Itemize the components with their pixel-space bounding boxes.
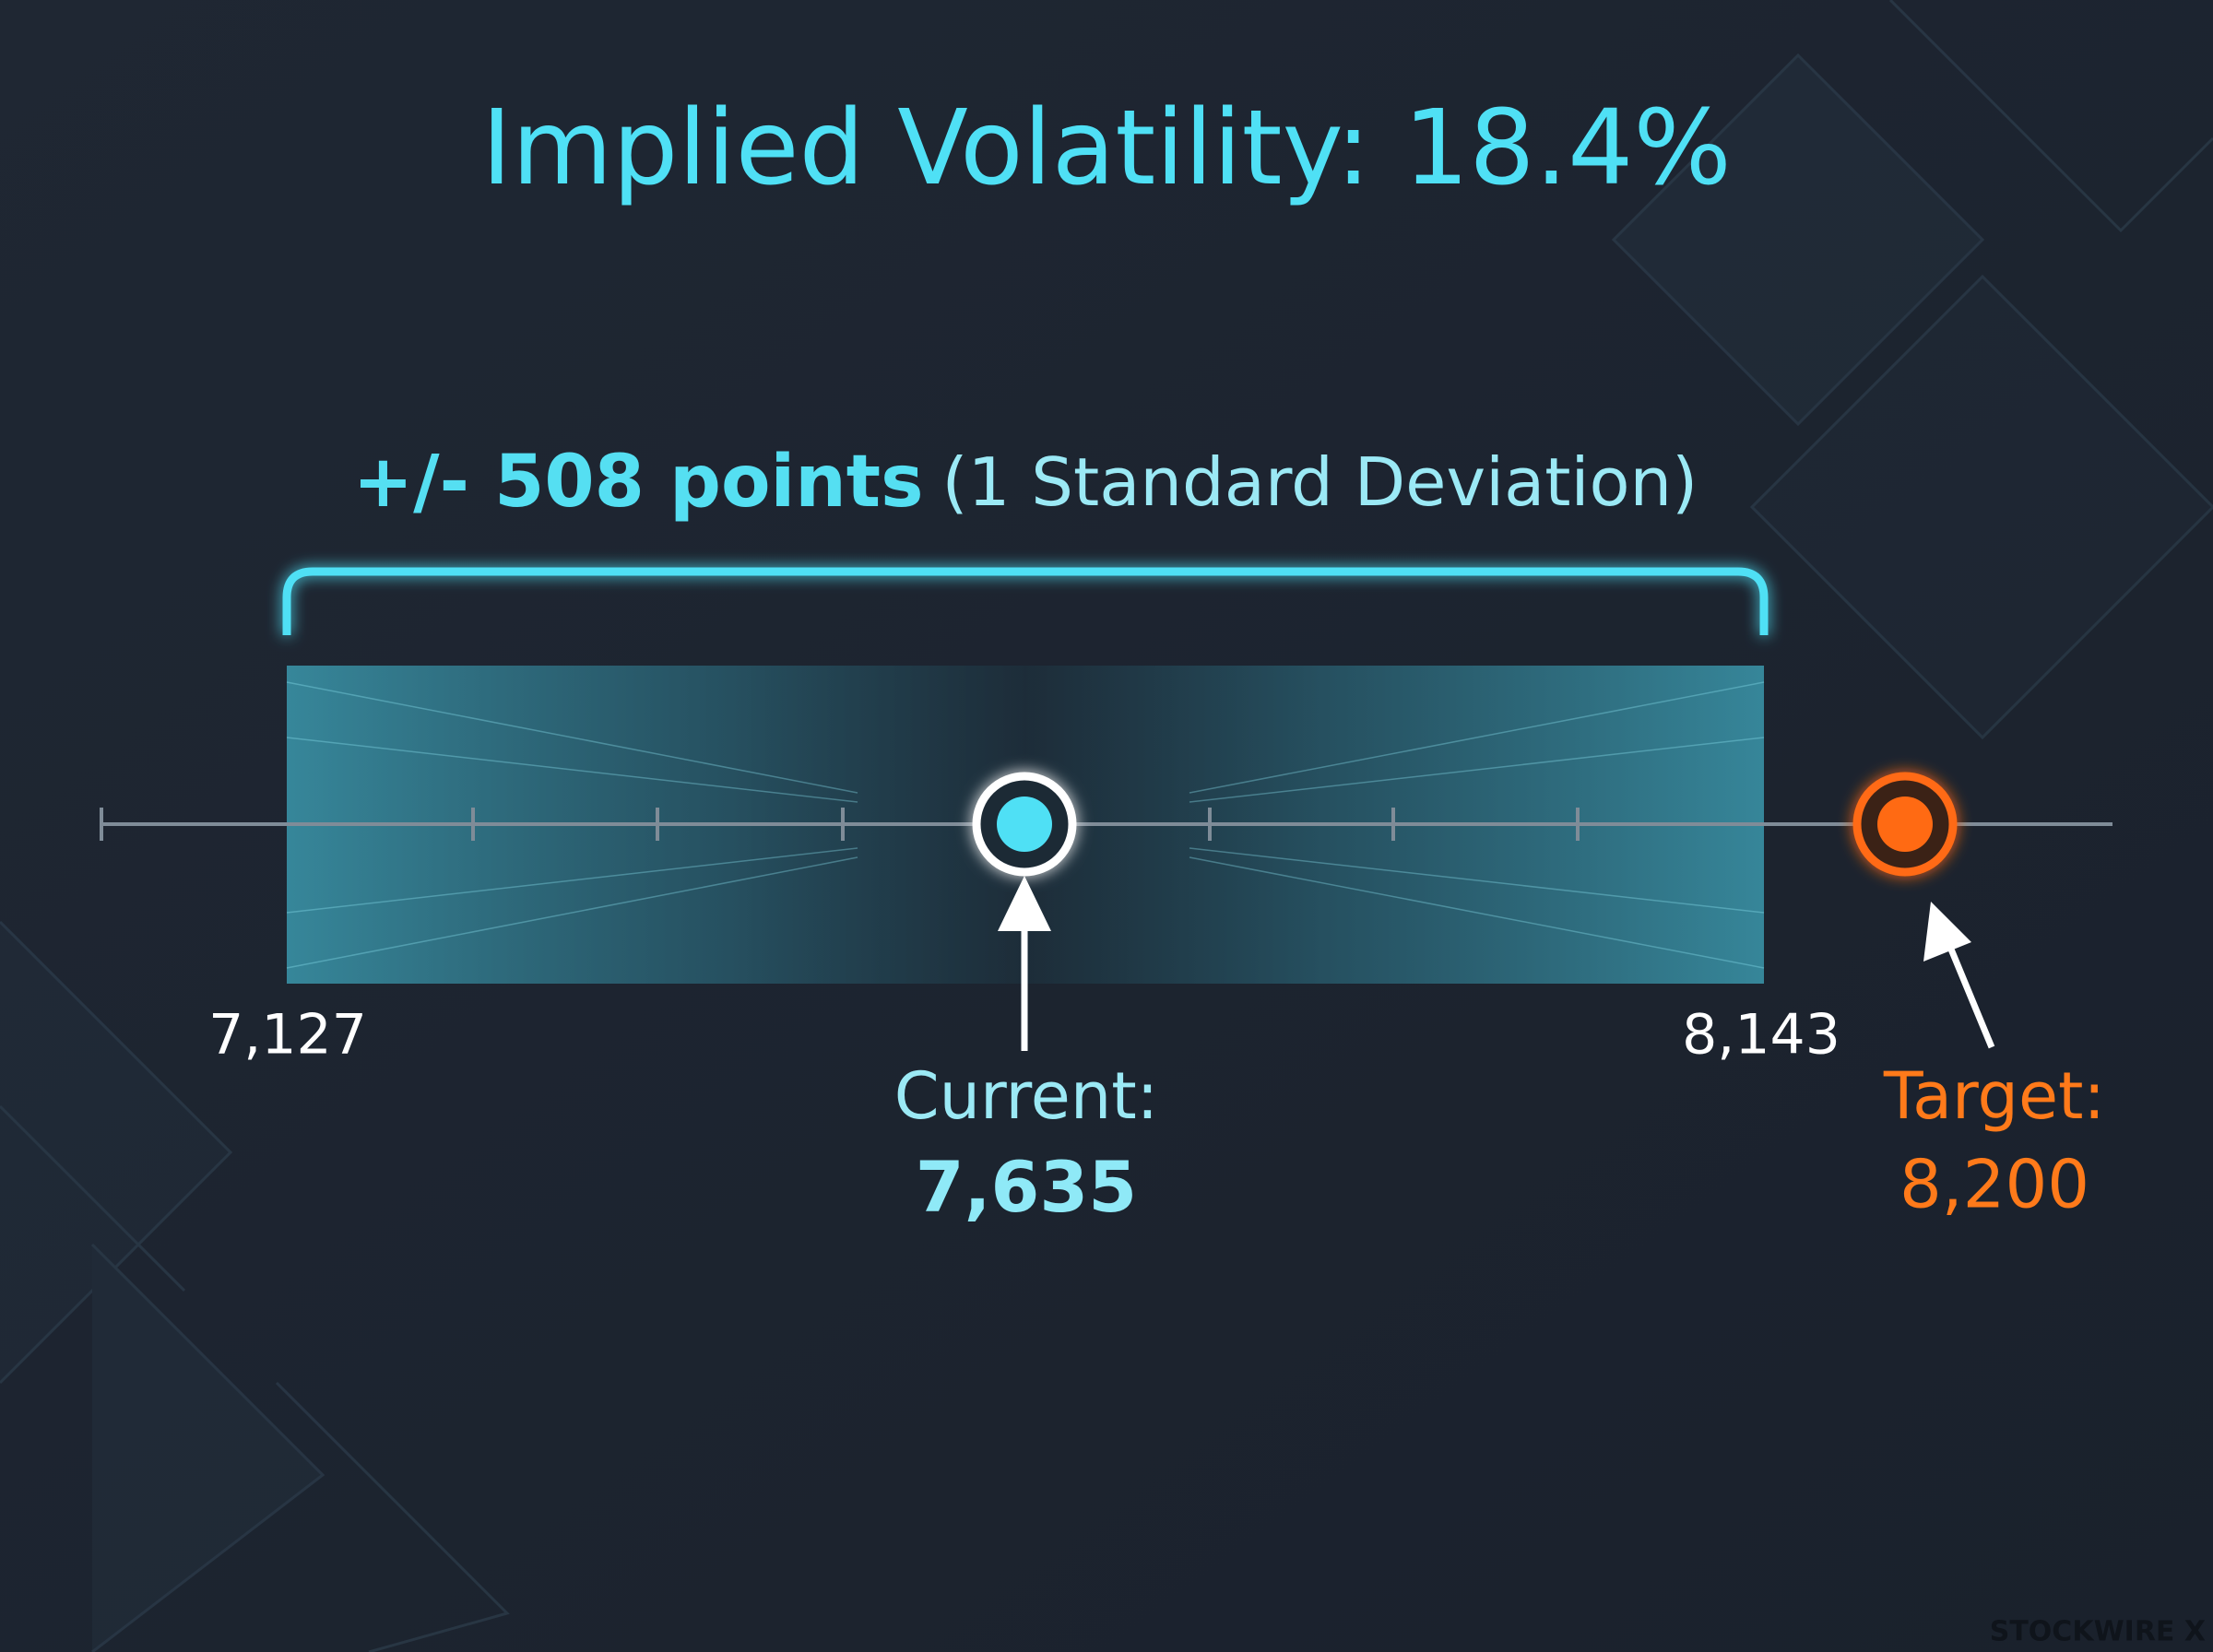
range-bracket (282, 567, 1769, 635)
target-value: 8,200 (1899, 1146, 2089, 1223)
current-value: 7,635 (916, 1146, 1137, 1228)
target-marker (1852, 772, 1958, 877)
current-marker (972, 772, 1077, 877)
range-label: +/- 508 points (353, 441, 924, 524)
current-label: Current: (894, 1058, 1159, 1134)
band-rays (286, 681, 1765, 969)
range-low: 7,127 (208, 1003, 367, 1068)
watermark: STOCKWIRE X (1990, 1616, 2206, 1648)
target-arrow (1923, 902, 1995, 1049)
target-label: Target: (1883, 1058, 2105, 1134)
current-arrow (998, 876, 1051, 1051)
number-line (100, 808, 2112, 841)
range-high: 8,143 (1682, 1003, 1840, 1068)
title: Implied Volatility: 18.4% (481, 88, 1732, 208)
range-note: (1 Standard Deviation) (942, 443, 1698, 521)
range-heading: +/- 508 points (1 Standard Deviation) (353, 441, 1698, 524)
